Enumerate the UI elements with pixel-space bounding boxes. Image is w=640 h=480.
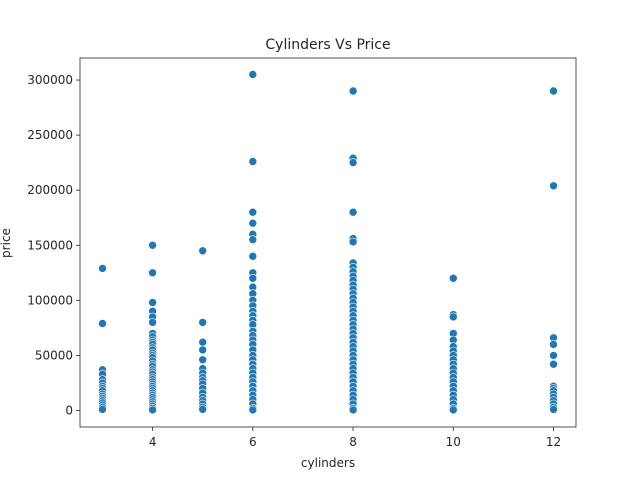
y-tick-label: 300000	[27, 73, 73, 87]
data-point	[549, 86, 558, 96]
data-point	[198, 318, 207, 327]
data-point	[198, 405, 207, 414]
data-point	[248, 235, 258, 244]
data-point	[248, 405, 258, 415]
data-point	[148, 298, 157, 307]
x-tick-label: 8	[349, 435, 357, 449]
data-point	[98, 319, 107, 328]
data-point	[148, 318, 157, 327]
y-tick-label: 100000	[27, 293, 73, 307]
data-point	[348, 237, 358, 247]
data-point	[98, 405, 107, 414]
data-point	[549, 359, 558, 369]
data-point	[448, 405, 458, 415]
data-point	[148, 268, 157, 278]
data-point	[549, 340, 558, 349]
data-point	[198, 337, 207, 347]
data-point	[448, 273, 458, 283]
y-axis: 0 50000 100000 150000 200000 250000 300000	[27, 73, 80, 417]
data-point	[198, 246, 207, 256]
data-point	[248, 251, 258, 261]
y-tick-label: 0	[65, 403, 73, 417]
x-tick-label: 6	[249, 435, 257, 449]
data-point	[248, 207, 258, 217]
data-point	[198, 345, 207, 355]
data-point	[248, 157, 258, 166]
data-point	[348, 158, 358, 167]
y-tick-label: 250000	[27, 128, 73, 142]
data-point	[98, 264, 107, 273]
y-tick-label: 150000	[27, 238, 73, 252]
data-point	[448, 312, 458, 322]
data-point	[348, 207, 358, 217]
data-point	[198, 355, 207, 365]
data-point	[248, 218, 258, 228]
x-tick-label: 12	[546, 435, 561, 449]
data-point	[549, 181, 558, 191]
x-axis: 4 6 8 10 12	[149, 427, 561, 449]
data-point	[248, 273, 258, 283]
data-point	[248, 70, 258, 79]
x-tick-label: 4	[149, 435, 157, 449]
data-point	[348, 405, 358, 415]
y-tick-label: 50000	[35, 348, 73, 362]
data-point	[348, 86, 358, 96]
chart-title: Cylinders Vs Price	[265, 37, 390, 53]
plot-area-frame	[79, 57, 577, 428]
data-point	[148, 405, 157, 415]
data-point	[549, 351, 558, 360]
data-point	[549, 405, 558, 414]
data-point	[148, 241, 157, 250]
x-axis-label: cylinders	[301, 456, 355, 470]
x-tick-label: 10	[446, 435, 461, 449]
scatter-points	[98, 70, 558, 415]
y-tick-label: 200000	[27, 183, 73, 197]
y-axis-label: price	[0, 228, 13, 258]
